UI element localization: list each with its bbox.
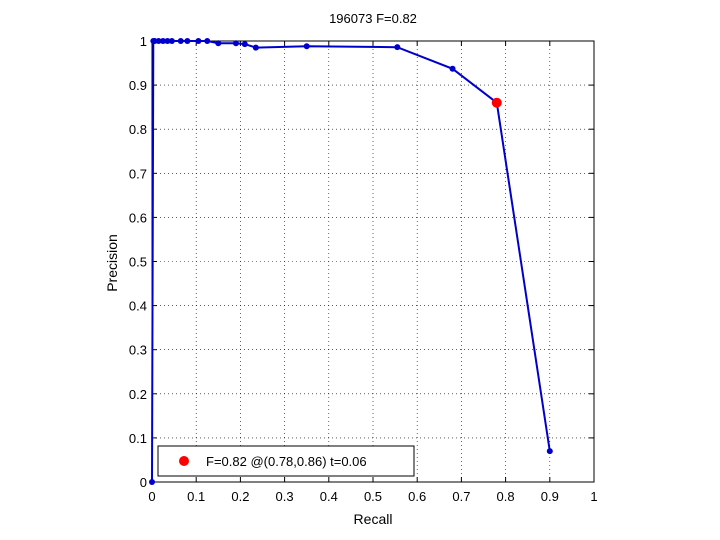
pr-curve-point [164, 38, 171, 44]
y-tick-label: 0.9 [129, 78, 147, 93]
x-tick-label: 0.7 [452, 489, 470, 504]
x-tick-label: 0.3 [276, 489, 294, 504]
y-tick-label: 0.5 [129, 255, 147, 270]
y-tick-label: 0.7 [129, 166, 147, 181]
pr-curve-point [394, 44, 401, 51]
grid [152, 41, 594, 482]
x-tick-label: 0.1 [187, 489, 205, 504]
pr-curve-point [160, 38, 167, 44]
pr-curve-point [155, 38, 162, 44]
x-tick-label: 0.5 [364, 489, 382, 504]
y-tick-label: 0.6 [129, 210, 147, 225]
series-layer [149, 38, 553, 485]
pr-curve-point [303, 43, 310, 50]
highlight-layer [491, 97, 502, 108]
pr-curve-point [546, 448, 553, 455]
y-tick-label: 1 [140, 34, 147, 49]
legend: F=0.82 @(0.78,0.86) t=0.06 [157, 445, 415, 477]
y-tick-label: 0.2 [129, 387, 147, 402]
pr-curve-point [149, 479, 155, 485]
y-tick-label: 0 [140, 475, 147, 490]
pr-curve-point [184, 38, 191, 44]
x-axis-label: Recall [354, 511, 393, 527]
x-tick-label: 0.9 [541, 489, 559, 504]
x-tick-label: 0.4 [320, 489, 338, 504]
pr-curve-point [195, 38, 202, 44]
y-tick-label: 0.3 [129, 343, 147, 358]
pr-curve-point [449, 65, 456, 72]
x-tick-label: 0.6 [408, 489, 426, 504]
legend-box [157, 445, 415, 477]
pr-curve-point [177, 38, 184, 44]
y-tick-label: 0.1 [129, 431, 147, 446]
legend-label: F=0.82 @(0.78,0.86) t=0.06 [206, 454, 367, 469]
x-tick-label: 0 [148, 489, 155, 504]
y-tick-label: 0.4 [129, 299, 147, 314]
y-tick-label: 0.8 [129, 122, 147, 137]
x-tick-label: 1 [590, 489, 597, 504]
pr-curve-point [204, 38, 211, 44]
chart-title: 196073 F=0.82 [329, 11, 417, 26]
y-axis-label: Precision [104, 234, 120, 292]
legend-marker [179, 456, 189, 466]
pr-curve-point [168, 38, 175, 44]
pr-curve-point [252, 44, 259, 51]
y-axis-ticks: 0 0.1 0.2 0.3 0.4 0.5 0.6 0.7 0.8 0.9 1 [129, 34, 594, 490]
x-tick-label: 0.8 [497, 489, 515, 504]
pr-curve-point [232, 40, 239, 47]
best-f-point [491, 97, 502, 108]
x-axis-ticks: 0 0.1 0.2 0.3 0.4 0.5 0.6 0.7 0.8 0.9 1 [148, 41, 598, 504]
x-tick-label: 0.2 [231, 489, 249, 504]
pr-curve-point [215, 40, 222, 47]
pr-curve-point [241, 41, 248, 48]
